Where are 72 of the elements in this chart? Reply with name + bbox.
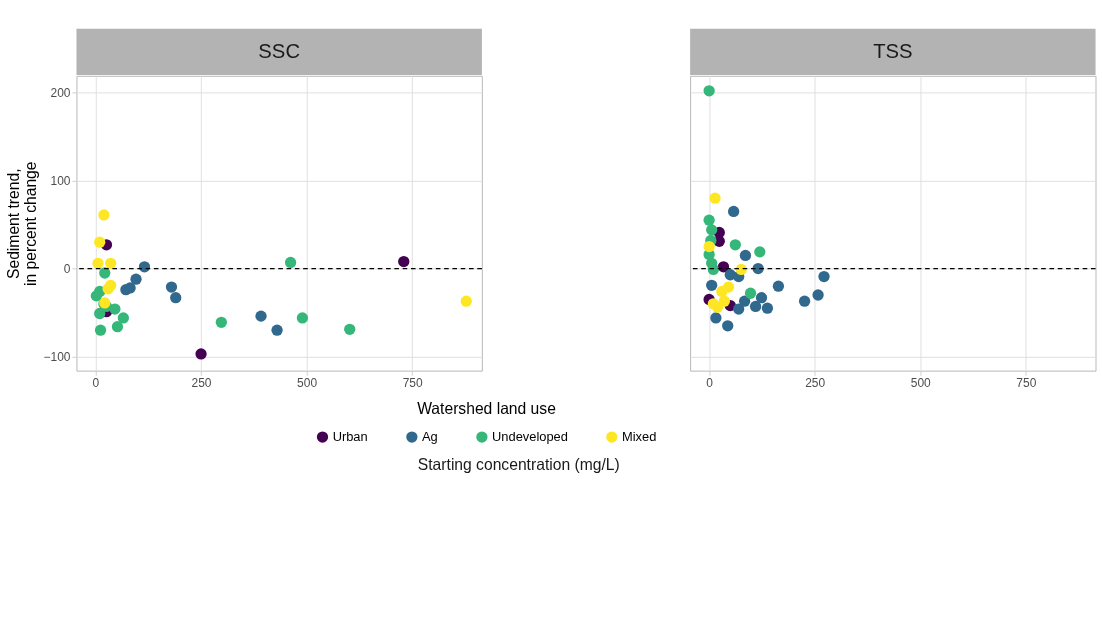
point: [729, 239, 741, 251]
point: [703, 214, 715, 226]
legend-label: Mixed: [621, 428, 657, 444]
x-tick-label: 750: [1016, 375, 1037, 390]
point: [102, 283, 114, 295]
point: [344, 323, 356, 335]
point: [709, 192, 721, 204]
x-axis-title: Starting concentration (mg/L): [417, 456, 620, 474]
point: [706, 224, 718, 236]
point: [130, 273, 142, 285]
point: [195, 348, 207, 360]
point: [94, 307, 106, 320]
point: [138, 261, 151, 273]
point: [120, 284, 132, 296]
chart-title: TSS: [873, 40, 913, 63]
point: [296, 312, 309, 324]
point: [170, 292, 182, 304]
point: [754, 246, 766, 258]
legend-title: Watershed land use: [417, 400, 557, 417]
point: [739, 249, 752, 262]
point: [761, 302, 774, 314]
point: [752, 262, 764, 275]
point: [749, 300, 762, 313]
point: [703, 85, 715, 97]
point: [99, 267, 111, 279]
x-tick-label: 500: [297, 375, 318, 390]
x-tick-label: 250: [191, 375, 212, 390]
point: [165, 281, 178, 293]
point: [703, 240, 715, 253]
x-tick-label: 500: [910, 375, 932, 390]
point: [284, 256, 297, 269]
y-tick-label: 200: [50, 85, 71, 100]
point: [722, 281, 735, 293]
y-tick-label: 100: [50, 173, 71, 188]
point: [111, 321, 124, 333]
x-tick-label: 250: [805, 375, 826, 390]
point: [271, 324, 283, 336]
point: [117, 312, 129, 324]
point: [718, 295, 730, 307]
point: [92, 257, 104, 269]
legend-label: Undeveloped: [492, 428, 568, 444]
point: [744, 287, 757, 299]
legend-label: Ag: [422, 428, 438, 444]
point: [98, 209, 110, 221]
point: [398, 255, 410, 268]
point: [818, 270, 830, 283]
point: [707, 298, 719, 310]
point: [710, 312, 722, 324]
point: [706, 279, 718, 291]
point: [105, 257, 117, 269]
point: [255, 310, 267, 322]
legend-label: Urban: [332, 428, 368, 444]
point: [733, 303, 745, 315]
x-tick-label: 750: [402, 375, 423, 390]
y-axis-title: Sediment trend, in percent change: [4, 161, 40, 286]
point: [735, 263, 747, 276]
x-tick-label: 0: [706, 375, 714, 390]
point: [94, 236, 106, 248]
y-tick-label: 0: [63, 261, 71, 276]
point: [90, 290, 102, 302]
point: [772, 280, 785, 292]
point: [755, 292, 768, 304]
chart-title: SSC: [258, 40, 301, 63]
x-tick-label: 0: [92, 375, 100, 390]
point: [798, 295, 811, 307]
y-tick-label: −100: [43, 349, 71, 364]
point: [812, 289, 824, 301]
point: [460, 295, 472, 307]
point: [727, 205, 740, 218]
point: [94, 324, 107, 336]
point: [215, 316, 227, 328]
point: [722, 320, 734, 332]
